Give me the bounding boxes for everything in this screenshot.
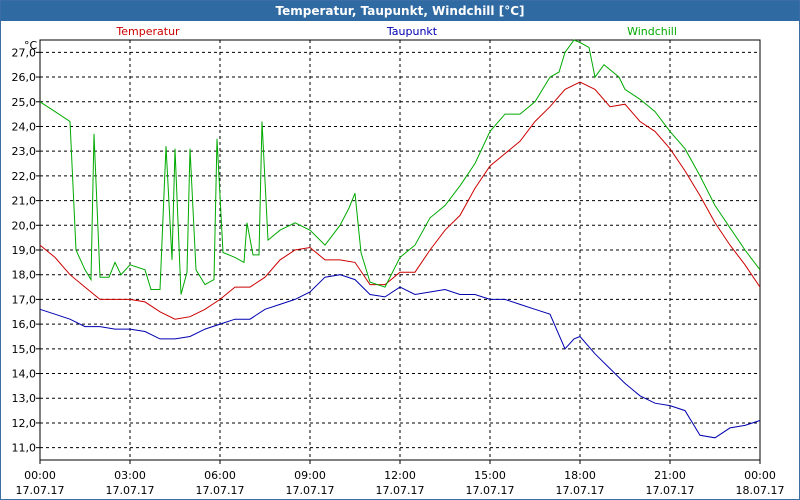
x-tick-date-label: 17.07.17 [646, 484, 695, 497]
x-tick-time-label: 09:00 [294, 469, 326, 482]
legend: Temperatur Taupunkt Windchill [115, 25, 677, 38]
window-title: Temperatur, Taupunkt, Windchill [°C] [1, 1, 799, 21]
y-tick-label: 18,0 [12, 269, 37, 282]
y-tick-label: 27,0 [12, 46, 37, 59]
x-tick-date-label: 17.07.17 [16, 484, 65, 497]
series-lines [39, 39, 761, 439]
legend-label-taupunkt: Taupunkt [386, 25, 438, 38]
y-tick-label: 15,0 [12, 343, 37, 356]
x-tick-date-label: 17.07.17 [376, 484, 425, 497]
x-tick-date-label: 18.07.17 [736, 484, 785, 497]
y-tick-label: 19,0 [12, 244, 37, 257]
x-tick-time-label: 00:00 [744, 469, 776, 482]
series-line-temperatur [39, 81, 761, 320]
y-tick-label: 20,0 [12, 219, 37, 232]
y-tick-label: 22,0 [12, 170, 37, 183]
x-axis: 00:00 17.07.17 03:00 17.07.17 06:00 17.07.17 0… [16, 460, 785, 497]
y-tick-label: 12,0 [12, 417, 37, 430]
y-tick-label: 13,0 [12, 392, 37, 405]
series-line-taupunkt [39, 274, 761, 439]
x-tick-date-label: 17.07.17 [106, 484, 155, 497]
legend-label-windchill: Windchill [627, 25, 677, 38]
x-tick-date-label: 17.07.17 [466, 484, 515, 497]
y-axis-unit: °C [24, 39, 38, 52]
x-tick-date-label: 17.07.17 [286, 484, 335, 497]
y-tick-label: 25,0 [12, 96, 37, 109]
y-tick-label: 14,0 [12, 368, 37, 381]
y-tick-label: 21,0 [12, 195, 37, 208]
y-tick-label: 24,0 [12, 120, 37, 133]
y-tick-label: 26,0 [12, 71, 37, 84]
x-tick-time-label: 18:00 [564, 469, 596, 482]
x-tick-time-label: 15:00 [474, 469, 506, 482]
x-tick-time-label: 12:00 [384, 469, 416, 482]
x-tick-time-label: 00:00 [24, 469, 56, 482]
x-tick-time-label: 03:00 [114, 469, 146, 482]
x-tick-time-label: 06:00 [204, 469, 236, 482]
x-tick-date-label: 17.07.17 [556, 484, 605, 497]
legend-label-temperatur: Temperatur [115, 25, 180, 38]
y-tick-label: 23,0 [12, 145, 37, 158]
series-line-windchill [39, 39, 761, 295]
x-tick-date-label: 17.07.17 [196, 484, 245, 497]
y-tick-label: 17,0 [12, 293, 37, 306]
y-tick-label: 16,0 [12, 318, 37, 331]
y-tick-label: 11,0 [12, 442, 37, 455]
grid-lines [40, 40, 760, 460]
x-tick-time-label: 21:00 [654, 469, 686, 482]
y-axis: 11,0 12,0 13,0 14,0 15,0 16,0 17,0 18,0 19,0 20,0… [12, 39, 40, 455]
